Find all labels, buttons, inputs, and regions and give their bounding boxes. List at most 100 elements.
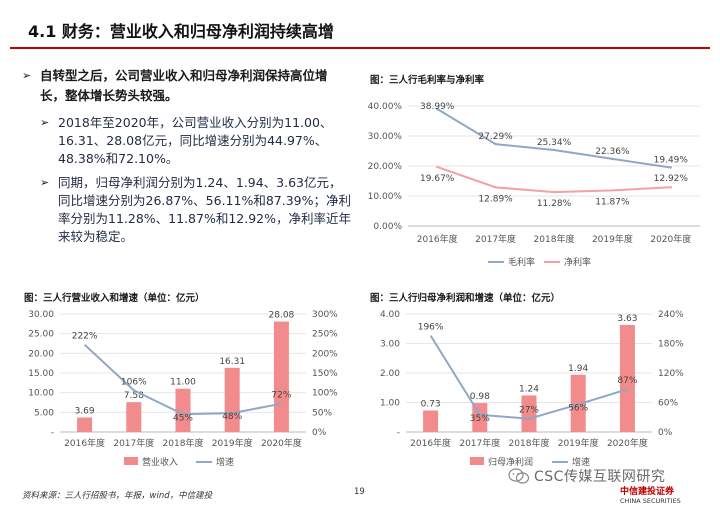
data-label: 22.36% bbox=[595, 147, 630, 157]
y-tick-label: 0.00% bbox=[373, 222, 402, 232]
y-tick-label: 2.00 bbox=[380, 369, 400, 379]
sub-bullet-text: 同期，归母净利润分别为1.24、1.94、3.63亿元，同比增速分别为26.87… bbox=[58, 175, 351, 244]
revenue-chart-title: 图：三人行营业收入和增速（单位：亿元） bbox=[24, 293, 205, 304]
growth-label: 196% bbox=[418, 323, 444, 333]
y2-tick-label: 120% bbox=[658, 369, 684, 379]
legend-label: 净利率 bbox=[564, 256, 591, 268]
y2-tick-label: 180% bbox=[658, 340, 684, 350]
bar bbox=[521, 395, 537, 432]
growth-line bbox=[429, 335, 628, 420]
y-tick-label: 4.00 bbox=[380, 310, 400, 320]
logo-en: CHINA SECURITIES bbox=[620, 497, 681, 505]
bar-value-label: 7.58 bbox=[124, 391, 144, 401]
x-tick-label: 2020年度 bbox=[607, 437, 648, 449]
bar-value-label: 0.73 bbox=[421, 399, 441, 409]
data-point bbox=[552, 190, 556, 194]
bar bbox=[619, 324, 635, 432]
data-label: 12.89% bbox=[478, 194, 513, 204]
bar-value-label: 3.69 bbox=[75, 406, 95, 416]
bar-value-label: 1.24 bbox=[519, 384, 539, 394]
x-tick-label: 2020年度 bbox=[261, 437, 302, 449]
data-point bbox=[611, 157, 614, 161]
data-point bbox=[611, 189, 614, 192]
data-label: 38.99% bbox=[420, 102, 455, 112]
y2-tick-label: 60% bbox=[658, 399, 678, 409]
bar bbox=[77, 417, 93, 432]
series-line-net-margin bbox=[436, 166, 671, 194]
bar bbox=[175, 388, 191, 432]
data-label: 27.29% bbox=[478, 132, 513, 142]
lead-bullet: ➢ 自转型之后，公司营业收入和归母净利润保持高位增长，整体增长势头较强。 bbox=[22, 66, 352, 106]
y2-tick-label: 250% bbox=[312, 330, 338, 340]
bar-value-label: 0.98 bbox=[470, 392, 490, 402]
legend-label: 增速 bbox=[572, 456, 590, 468]
revenue-chart: - 5.00 10.00 15.00 20.00 25.00 30.00 0% 50% 100% 1… bbox=[28, 310, 338, 468]
y2-tick-label: 0% bbox=[312, 428, 327, 438]
x-tick-label: 2016年度 bbox=[64, 437, 105, 449]
legend-label: 增速 bbox=[216, 456, 234, 468]
y-tick-label: 1.00 bbox=[380, 399, 400, 409]
x-tick-label: 2019年度 bbox=[558, 437, 599, 449]
data-point bbox=[494, 142, 497, 146]
bar bbox=[570, 374, 586, 432]
data-label: 12.92% bbox=[654, 174, 689, 184]
data-point bbox=[552, 148, 556, 152]
growth-label: 45% bbox=[173, 413, 193, 423]
bar-value-label: 28.08 bbox=[269, 311, 295, 321]
text-panel: ➢ 自转型之后，公司营业收入和归母净利润保持高位增长，整体增长势头较强。 ➢ 2… bbox=[22, 66, 352, 252]
title-divider bbox=[10, 47, 710, 49]
growth-line bbox=[83, 343, 282, 416]
data-label: 11.87% bbox=[595, 197, 630, 207]
sub-bullet: ➢ 同期，归母净利润分别为1.24、1.94、3.63亿元，同比增速分别为26.… bbox=[40, 174, 352, 246]
data-label: 19.49% bbox=[654, 156, 689, 166]
x-tick-label: 2018年度 bbox=[509, 437, 550, 449]
x-tick-label: 2018年度 bbox=[534, 233, 575, 245]
watermark-text: CSC传媒互联网研究 bbox=[534, 469, 666, 485]
y2-tick-label: 200% bbox=[312, 349, 338, 359]
y-tick-label: 5.00 bbox=[34, 408, 54, 418]
bar-value-label: 3.63 bbox=[617, 314, 637, 324]
legend-swatch bbox=[124, 457, 138, 465]
x-tick-label: 2017年度 bbox=[475, 233, 516, 245]
y-tick-label: - bbox=[397, 428, 400, 438]
y2-tick-label: 0% bbox=[658, 428, 673, 438]
y2-tick-label: 240% bbox=[658, 310, 684, 320]
growth-label: 72% bbox=[271, 391, 291, 401]
y-tick-label: 3.00 bbox=[380, 340, 400, 350]
margin-chart-title: 图：三人行毛利率与净利率 bbox=[370, 75, 485, 86]
data-point bbox=[436, 165, 439, 169]
data-label: 11.28% bbox=[537, 199, 572, 209]
growth-label: 222% bbox=[72, 332, 98, 342]
growth-label: 35% bbox=[470, 414, 490, 424]
x-tick-label: 2018年度 bbox=[163, 437, 204, 449]
data-point bbox=[669, 186, 672, 189]
source-note: 资料来源：三人行招股书，年报，wind，中信建投 bbox=[22, 491, 213, 501]
data-label: 25.34% bbox=[537, 138, 572, 148]
growth-label: 48% bbox=[222, 412, 242, 422]
company-logo: 中信建投证券 CHINA SECURITIES bbox=[620, 484, 681, 505]
page-number: 19 bbox=[354, 487, 365, 497]
bar bbox=[423, 410, 439, 432]
arrow-bullet-icon: ➢ bbox=[22, 69, 32, 82]
x-tick-label: 2019年度 bbox=[212, 437, 253, 449]
profit-chart-title: 图：三人行归母净利润和增速（单位：亿元） bbox=[370, 293, 561, 304]
x-tick-label: 2016年度 bbox=[410, 437, 451, 449]
arrow-bullet-icon: ➢ bbox=[40, 116, 50, 129]
y-tick-label: 15.00 bbox=[28, 369, 54, 379]
x-tick-label: 2017年度 bbox=[459, 437, 500, 449]
y-tick-label: 10.00 bbox=[28, 389, 54, 399]
bar bbox=[224, 367, 240, 432]
legend-label: 营业收入 bbox=[142, 456, 178, 468]
wechat-icon bbox=[508, 468, 530, 484]
growth-label: 106% bbox=[121, 377, 147, 387]
data-point bbox=[436, 107, 439, 111]
page-title: 4.1 财务：营业收入和归母净利润持续高增 bbox=[28, 22, 334, 41]
logo-cn: 中信建投证券 bbox=[620, 487, 675, 497]
y-tick-label: 20.00 bbox=[28, 349, 54, 359]
title-bar: 4.1 财务：营业收入和归母净利润持续高增 bbox=[0, 0, 720, 49]
sub-bullet-list: ➢ 2018年至2020年，公司营业收入分别为11.00、16.31、28.08… bbox=[40, 114, 352, 246]
legend-label: 毛利率 bbox=[508, 256, 535, 268]
y-tick-label: 25.00 bbox=[28, 330, 54, 340]
lead-bullet-text: 自转型之后，公司营业收入和归母净利润保持高位增长，整体增长势头较强。 bbox=[40, 68, 328, 103]
x-tick-label: 2020年度 bbox=[650, 233, 691, 245]
